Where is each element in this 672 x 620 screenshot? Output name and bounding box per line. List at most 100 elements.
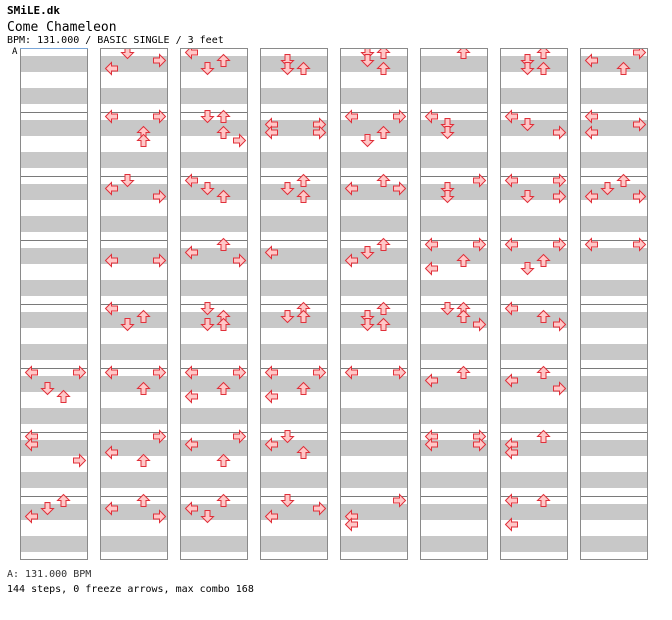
beat-stripe xyxy=(501,88,567,104)
beat-stripe xyxy=(21,280,87,296)
up-arrow-icon xyxy=(216,453,231,467)
right-arrow-icon xyxy=(633,49,647,60)
chart-column-4 xyxy=(260,48,328,560)
song-title: Come Chameleon xyxy=(7,20,117,35)
beat-stripe xyxy=(421,408,487,424)
left-arrow-icon xyxy=(264,244,278,260)
right-arrow-icon xyxy=(473,436,487,452)
measure-line xyxy=(501,176,567,177)
measure-line xyxy=(581,432,647,433)
measure-line xyxy=(581,240,647,241)
right-arrow-icon xyxy=(153,108,167,124)
beat-stripe xyxy=(341,280,407,296)
up-arrow-icon xyxy=(216,493,231,507)
up-arrow-icon xyxy=(216,53,231,67)
right-arrow-icon xyxy=(393,180,407,196)
down-arrow-icon xyxy=(200,61,215,75)
right-arrow-icon xyxy=(153,52,167,68)
beat-stripe xyxy=(341,344,407,360)
beat-stripe xyxy=(341,408,407,424)
beat-stripe xyxy=(581,408,647,424)
left-arrow-icon xyxy=(104,500,118,516)
beat-stripe xyxy=(421,184,487,200)
left-arrow-icon xyxy=(424,436,438,452)
right-arrow-icon xyxy=(73,364,87,380)
beat-stripe xyxy=(581,152,647,168)
measure-line xyxy=(101,176,167,177)
measure-line xyxy=(101,240,167,241)
beat-stripe xyxy=(341,152,407,168)
chart-stats: 144 steps, 0 freeze arrows, max combo 16… xyxy=(7,584,254,595)
beat-stripe xyxy=(501,184,567,200)
measure-line xyxy=(101,432,167,433)
measure-line xyxy=(341,112,407,113)
left-arrow-icon xyxy=(344,252,358,268)
down-arrow-icon xyxy=(200,301,215,315)
up-arrow-icon xyxy=(456,253,471,267)
beat-stripe xyxy=(181,280,247,296)
left-arrow-icon xyxy=(264,388,278,404)
left-arrow-icon xyxy=(344,364,358,380)
measure-line xyxy=(181,496,247,497)
right-arrow-icon xyxy=(633,236,647,252)
up-arrow-icon xyxy=(296,445,311,459)
right-arrow-icon xyxy=(473,172,487,188)
beat-stripe xyxy=(101,408,167,424)
right-arrow-icon xyxy=(633,116,647,132)
measure-line xyxy=(181,240,247,241)
up-arrow-icon xyxy=(56,493,71,507)
left-arrow-icon xyxy=(264,436,278,452)
up-arrow-icon xyxy=(536,253,551,267)
beat-stripe xyxy=(341,376,407,392)
up-arrow-icon xyxy=(376,173,391,187)
measure-line xyxy=(341,176,407,177)
right-arrow-icon xyxy=(473,236,487,252)
right-arrow-icon xyxy=(553,188,567,204)
up-arrow-icon xyxy=(536,61,551,75)
beat-stripe xyxy=(421,56,487,72)
down-arrow-icon xyxy=(200,509,215,523)
measure-line xyxy=(181,176,247,177)
chart-column-1 xyxy=(20,48,88,560)
up-arrow-icon xyxy=(216,317,231,331)
up-arrow-icon xyxy=(536,493,551,507)
measure-line xyxy=(341,432,407,433)
measure-line xyxy=(181,368,247,369)
left-arrow-icon xyxy=(504,236,518,252)
up-arrow-icon xyxy=(136,133,151,147)
down-arrow-icon xyxy=(520,189,535,203)
beat-stripe xyxy=(261,280,327,296)
site-logo[interactable]: SMiLE.dk xyxy=(7,4,60,17)
left-arrow-icon xyxy=(424,108,438,124)
right-arrow-icon xyxy=(553,380,567,396)
beat-stripe xyxy=(101,344,167,360)
measure-line xyxy=(341,496,407,497)
beat-stripe xyxy=(581,216,647,232)
up-arrow-icon xyxy=(616,61,631,75)
left-arrow-icon xyxy=(584,108,598,124)
beat-stripe xyxy=(421,280,487,296)
beat-stripe xyxy=(581,440,647,456)
measure-line xyxy=(581,176,647,177)
measure-line xyxy=(101,496,167,497)
beat-stripe xyxy=(181,120,247,136)
down-arrow-icon xyxy=(280,493,295,507)
beat-stripe xyxy=(101,312,167,328)
measure-line xyxy=(261,496,327,497)
up-arrow-icon xyxy=(616,173,631,187)
beat-stripe xyxy=(21,408,87,424)
measure-line xyxy=(581,496,647,497)
measure-line xyxy=(181,432,247,433)
left-arrow-icon xyxy=(184,364,198,380)
measure-line xyxy=(341,304,407,305)
right-arrow-icon xyxy=(553,236,567,252)
up-arrow-icon xyxy=(136,381,151,395)
beat-stripe xyxy=(581,344,647,360)
left-arrow-icon xyxy=(504,300,518,316)
beat-stripe xyxy=(21,312,87,328)
left-arrow-icon xyxy=(104,60,118,76)
measure-line xyxy=(21,240,87,241)
measure-line xyxy=(101,304,167,305)
right-arrow-icon xyxy=(553,172,567,188)
left-arrow-icon xyxy=(104,364,118,380)
